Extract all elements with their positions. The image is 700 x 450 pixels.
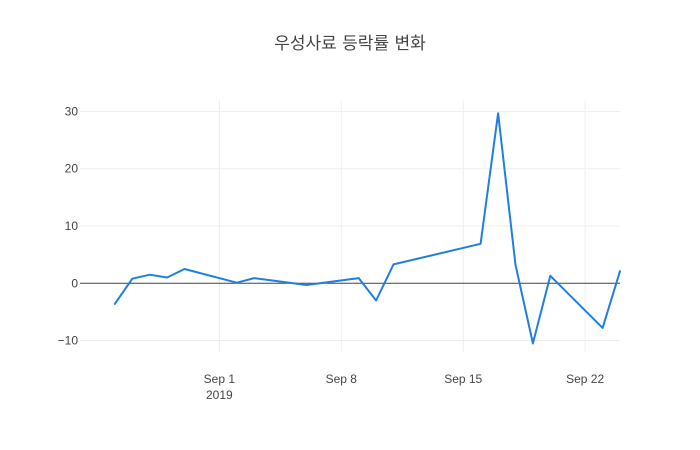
plot-area [113, 112, 621, 345]
x-tick-label: Sep 8 [326, 372, 358, 386]
x-tick-label: Sep 1 [204, 372, 236, 386]
x-axis-ticks: Sep 1 2019 Sep 8 Sep 15 Sep 22 [204, 372, 605, 402]
y-tick-label: 0 [71, 276, 78, 290]
x-tick-label: Sep 15 [444, 372, 482, 386]
x-tick-label: Sep 22 [566, 372, 604, 386]
y-axis-ticks: 30 20 10 0 −10 [58, 104, 79, 347]
series-line [113, 112, 621, 345]
y-tick-label: 30 [65, 104, 79, 118]
chart-title: 우성사료 등락률 변화 [274, 34, 426, 54]
y-tick-label: 10 [65, 219, 79, 233]
y-tick-label: −10 [58, 334, 79, 348]
y-tick-label: 20 [65, 162, 79, 176]
x-tick-sublabel: 2019 [206, 388, 233, 402]
grid-lines [80, 100, 620, 352]
